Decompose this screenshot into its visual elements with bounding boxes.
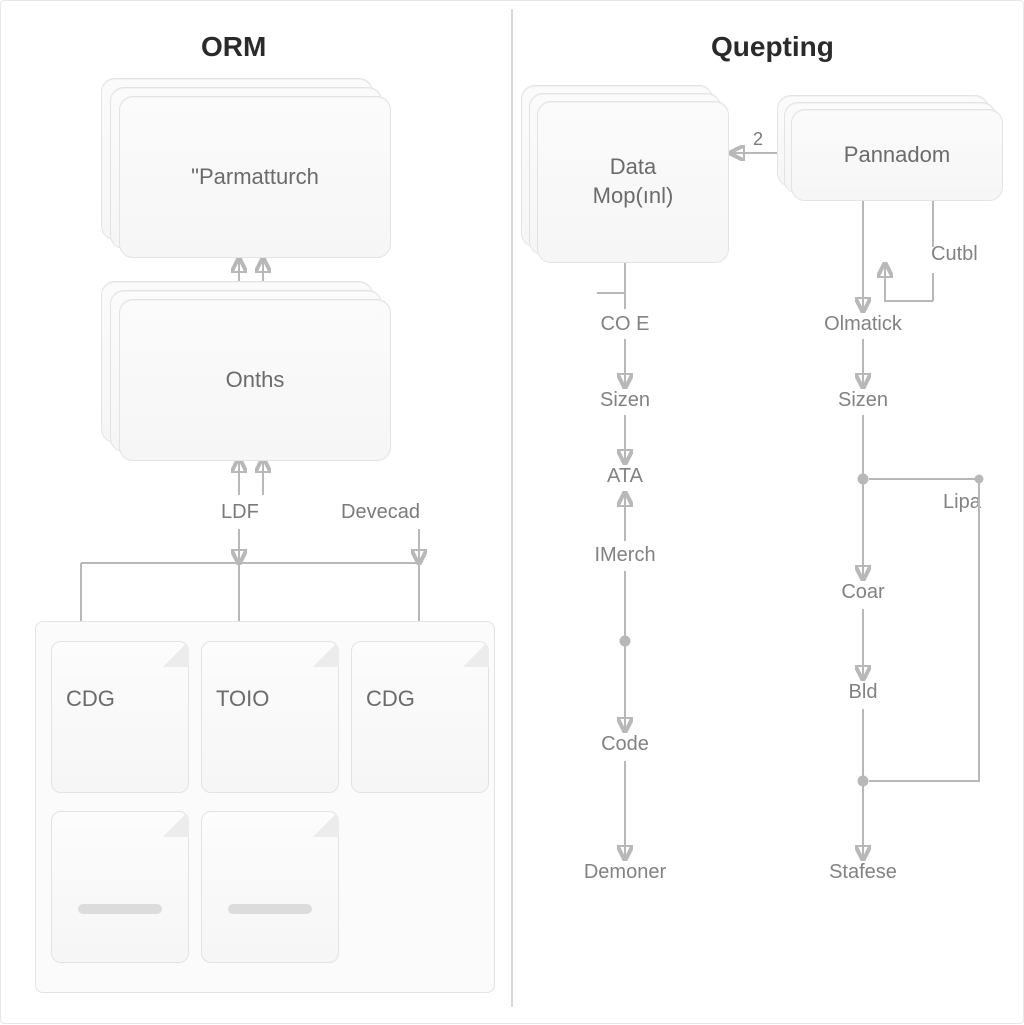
file-cdg-2: CDG — [351, 641, 489, 793]
file-toio: TOIO — [201, 641, 339, 793]
label-devecad: Devecad — [341, 501, 420, 524]
label-ldf: LDF — [221, 501, 259, 524]
file-blank-2 — [201, 811, 339, 963]
stack-parmatturch-label: "Parmatturch — [191, 164, 319, 190]
stack-data-mop-label: Data Mop(ınl) — [593, 153, 674, 210]
colA-sizen: Sizen — [575, 389, 675, 412]
colA-demoner: Demoner — [575, 861, 675, 884]
diagram-canvas: ORM Quepting "Parmatturch Onths LDF Deve… — [0, 0, 1024, 1024]
colB-stafese: Stafese — [813, 861, 913, 884]
colB-sizen: Sizen — [813, 389, 913, 412]
file-cdg-1: CDG — [51, 641, 189, 793]
stack-parmatturch: "Parmatturch — [119, 96, 389, 256]
center-divider — [511, 9, 513, 1007]
stack-onths-label: Onths — [226, 367, 285, 393]
file-toio-label: TOIO — [216, 686, 269, 712]
stack-data-mop: Data Mop(ınl) — [537, 101, 727, 261]
stack-pannadom-label: Pannadom — [844, 142, 950, 168]
arrow-label-2: 2 — [753, 129, 763, 150]
file-blank-2-dash — [228, 904, 312, 914]
file-cdg-1-label: CDG — [66, 686, 115, 712]
colB-bld: Bld — [813, 681, 913, 704]
file-blank-1 — [51, 811, 189, 963]
colA-co-e: CO E — [575, 313, 675, 336]
file-cdg-2-label: CDG — [366, 686, 415, 712]
left-title: ORM — [201, 31, 266, 63]
file-blank-1-dash — [78, 904, 162, 914]
colA-ata: ATA — [575, 465, 675, 488]
stack-onths: Onths — [119, 299, 389, 459]
stack-pannadom: Pannadom — [791, 109, 1001, 199]
colB-coar: Coar — [813, 581, 913, 604]
right-title: Quepting — [711, 31, 834, 63]
colA-code: Code — [575, 733, 675, 756]
rail-cutbl: Cutbl — [931, 243, 1011, 266]
rail-lipa: Lipa — [943, 491, 1013, 514]
colB-olmatick: Olmatick — [813, 313, 913, 336]
colA-imerch: IMerch — [575, 544, 675, 567]
